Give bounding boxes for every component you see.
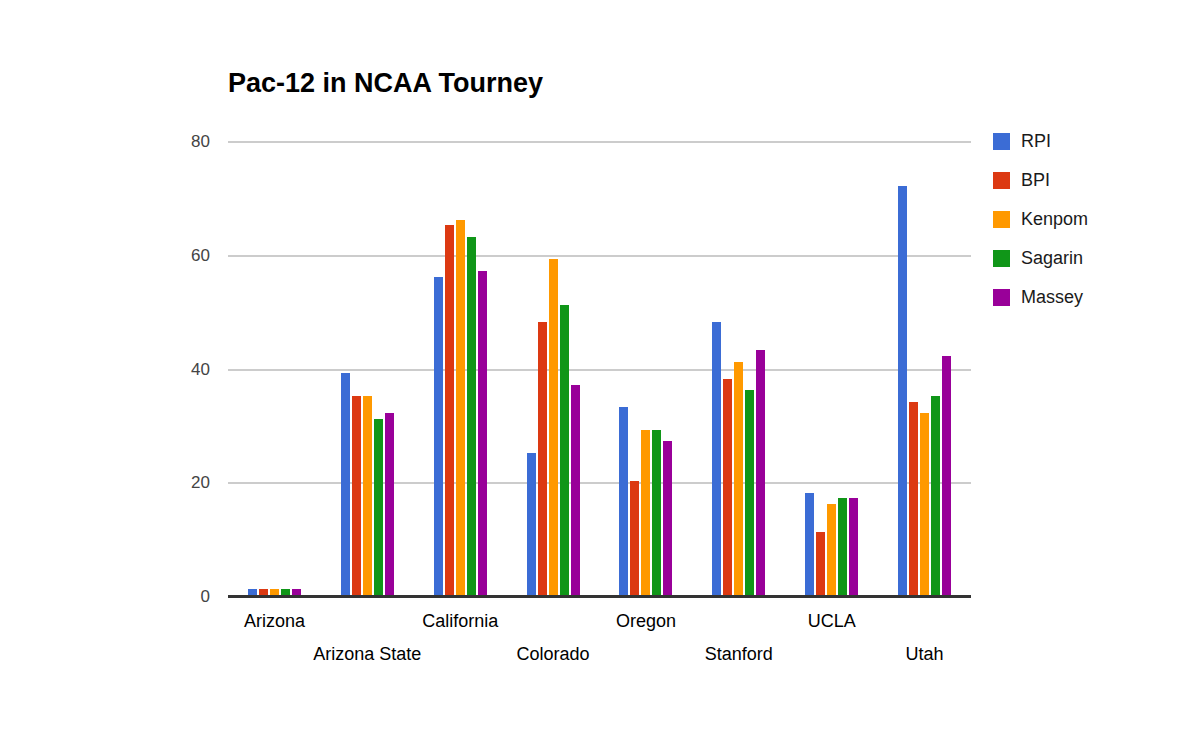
bar-group-arizona	[228, 142, 321, 597]
bar-arizona-state-rpi[interactable]	[341, 373, 350, 595]
x-axis-baseline	[228, 595, 971, 598]
legend-item-kenpom: Kenpom	[993, 211, 1088, 228]
bar-arizona-state-massey[interactable]	[385, 413, 394, 595]
bar-colorado-rpi[interactable]	[527, 453, 536, 595]
y-tick-label-0: 0	[140, 587, 210, 607]
bar-stanford-rpi[interactable]	[712, 322, 721, 595]
x-category-label-stanford: Stanford	[705, 644, 773, 665]
bar-ucla-massey[interactable]	[849, 498, 858, 595]
legend-item-rpi: RPI	[993, 133, 1088, 150]
y-tick-label-40: 40	[140, 360, 210, 380]
bar-groups-layer	[228, 142, 971, 597]
plot-area: 020406080 ArizonaArizona StateCalifornia…	[228, 142, 971, 597]
bar-arizona-state-kenpom[interactable]	[363, 396, 372, 595]
x-category-label-arizona: Arizona	[244, 611, 305, 632]
bar-ucla-bpi[interactable]	[816, 532, 825, 595]
x-category-label-utah: Utah	[906, 644, 944, 665]
legend-label-kenpom: Kenpom	[1021, 211, 1088, 228]
bar-california-massey[interactable]	[478, 271, 487, 595]
bar-group-colorado	[507, 142, 600, 597]
bar-group-stanford	[692, 142, 785, 597]
chart-canvas: Pac-12 in NCAA Tourney 020406080 Arizona…	[0, 0, 1196, 732]
bar-utah-sagarin[interactable]	[931, 396, 940, 595]
bar-arizona-state-sagarin[interactable]	[374, 419, 383, 595]
bar-utah-massey[interactable]	[942, 356, 951, 595]
bar-colorado-massey[interactable]	[571, 385, 580, 595]
bar-ucla-kenpom[interactable]	[827, 504, 836, 595]
x-category-label-arizona-state: Arizona State	[313, 644, 421, 665]
bar-arizona-state-bpi[interactable]	[352, 396, 361, 595]
bar-group-california	[414, 142, 507, 597]
bar-oregon-kenpom[interactable]	[641, 430, 650, 595]
chart-title: Pac-12 in NCAA Tourney	[228, 68, 543, 99]
bar-ucla-rpi[interactable]	[805, 493, 814, 595]
x-category-label-california: California	[422, 611, 498, 632]
x-category-label-colorado: Colorado	[517, 644, 590, 665]
bar-group-ucla	[785, 142, 878, 597]
legend-swatch-sagarin	[993, 250, 1010, 267]
y-tick-label-60: 60	[140, 246, 210, 266]
bar-colorado-bpi[interactable]	[538, 322, 547, 595]
legend-label-sagarin: Sagarin	[1021, 250, 1083, 267]
bar-california-sagarin[interactable]	[467, 237, 476, 595]
bar-ucla-sagarin[interactable]	[838, 498, 847, 595]
bar-california-bpi[interactable]	[445, 225, 454, 595]
x-category-label-oregon: Oregon	[616, 611, 676, 632]
legend-item-massey: Massey	[993, 289, 1088, 306]
legend-swatch-kenpom	[993, 211, 1010, 228]
legend-swatch-rpi	[993, 133, 1010, 150]
bar-group-utah	[878, 142, 971, 597]
bar-group-oregon	[600, 142, 693, 597]
bar-california-rpi[interactable]	[434, 277, 443, 596]
bar-colorado-sagarin[interactable]	[560, 305, 569, 595]
bar-stanford-kenpom[interactable]	[734, 362, 743, 595]
y-tick-label-20: 20	[140, 473, 210, 493]
bar-utah-bpi[interactable]	[909, 402, 918, 595]
legend-label-bpi: BPI	[1021, 172, 1050, 189]
bar-stanford-massey[interactable]	[756, 350, 765, 595]
bar-stanford-bpi[interactable]	[723, 379, 732, 595]
bar-group-arizona-state	[321, 142, 414, 597]
legend-label-massey: Massey	[1021, 289, 1083, 306]
bar-oregon-sagarin[interactable]	[652, 430, 661, 595]
legend-item-sagarin: Sagarin	[993, 250, 1088, 267]
bar-utah-kenpom[interactable]	[920, 413, 929, 595]
legend-label-rpi: RPI	[1021, 133, 1051, 150]
legend-swatch-massey	[993, 289, 1010, 306]
legend: RPI BPI Kenpom Sagarin Massey	[993, 133, 1088, 328]
bar-oregon-massey[interactable]	[663, 441, 672, 595]
legend-swatch-bpi	[993, 172, 1010, 189]
bar-oregon-rpi[interactable]	[619, 407, 628, 595]
legend-item-bpi: BPI	[993, 172, 1088, 189]
bar-stanford-sagarin[interactable]	[745, 390, 754, 595]
bar-california-kenpom[interactable]	[456, 220, 465, 595]
y-tick-label-80: 80	[140, 132, 210, 152]
bar-utah-rpi[interactable]	[898, 186, 907, 596]
bar-oregon-bpi[interactable]	[630, 481, 639, 595]
x-category-label-ucla: UCLA	[808, 611, 856, 632]
bar-colorado-kenpom[interactable]	[549, 259, 558, 595]
